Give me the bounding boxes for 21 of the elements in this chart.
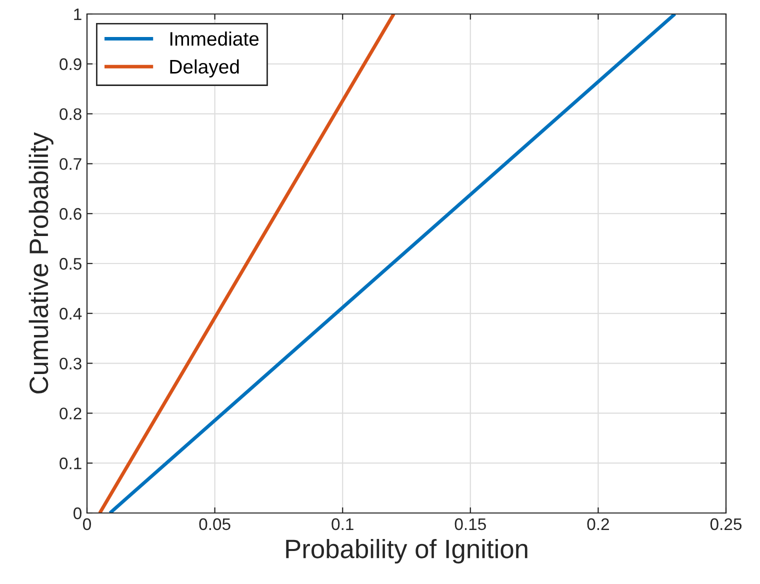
x-tick-label: 0.1	[332, 518, 354, 530]
y-tick-label: 1	[74, 8, 82, 20]
legend-label: Delayed	[170, 59, 239, 78]
y-tick-label: 0.8	[60, 108, 82, 120]
y-tick-label: 0.9	[60, 58, 82, 70]
y-tick-label: 0.2	[60, 408, 82, 420]
y-tick-label: 0.5	[60, 258, 82, 270]
y-tick-label: 0.4	[60, 308, 82, 320]
y-tick-label: 0	[74, 507, 82, 520]
x-tick-label: 0.2	[587, 518, 609, 530]
x-tick-label: 0	[83, 518, 91, 530]
x-tick-label: 0.05	[199, 518, 230, 530]
x-tick-label: 0.15	[454, 518, 486, 530]
y-tick-label: 0.3	[60, 358, 82, 370]
y-axis-title: Cumulative Probability	[28, 132, 54, 394]
x-axis-title: Probability of Ignition	[286, 538, 528, 564]
legend-label: Immediate	[170, 32, 259, 46]
x-tick-label: 0.25	[710, 518, 742, 530]
y-tick-label: 0.7	[60, 158, 82, 170]
y-tick-label: 0.6	[60, 208, 82, 220]
y-tick-label: 0.1	[60, 458, 82, 470]
